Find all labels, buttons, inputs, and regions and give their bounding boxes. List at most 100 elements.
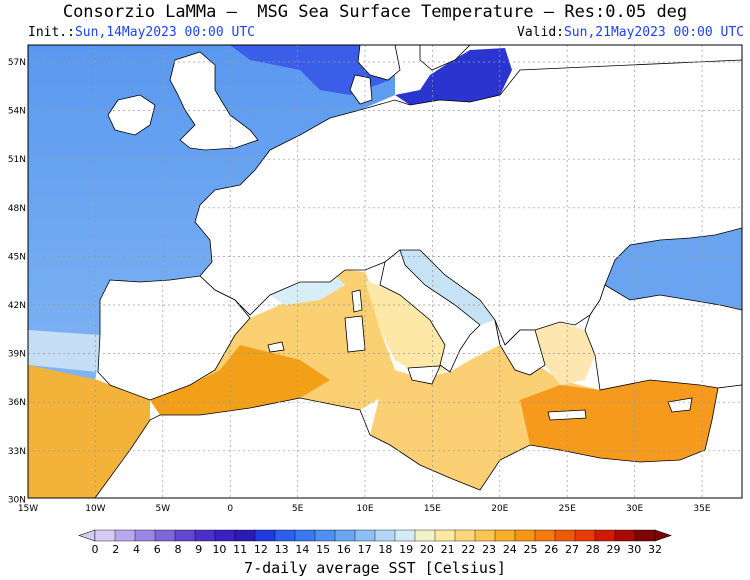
colorbar-tick-label: 11 — [233, 543, 247, 556]
denmark — [349, 74, 373, 105]
init-time: Init.:Sun,14May2023 00:00 UTC — [28, 25, 255, 40]
colorbar-swatch — [454, 529, 476, 542]
colorbar-tick-label: 22 — [461, 543, 475, 556]
lon-tick-label: 5W — [155, 504, 170, 514]
ligurian-sea — [270, 275, 345, 305]
colorbar-tick-label: 14 — [295, 543, 309, 556]
colorbar-min-arrow — [78, 529, 96, 542]
colorbar-swatch — [474, 529, 496, 542]
colorbar-tick-label: 27 — [565, 543, 579, 556]
colorbar — [78, 529, 672, 542]
init-value: Sun,14May2023 00:00 UTC — [74, 25, 255, 40]
lon-tick-label: 15W — [18, 504, 38, 514]
colorbar-tick-label: 19 — [399, 543, 413, 556]
adriatic-sea — [400, 250, 495, 325]
lon-tick-label: 10W — [85, 504, 105, 514]
sardinia — [344, 315, 366, 353]
colorbar-tick-label: 32 — [648, 543, 662, 556]
colorbar-swatch — [514, 529, 536, 542]
latitude-labels: 57N 54N 51N 48N 45N 42N 39N 36N 33N 30N — [8, 58, 26, 505]
lat-tick-label: 57N — [8, 58, 26, 68]
cyprus — [667, 397, 693, 413]
colorbar-swatch — [494, 529, 516, 542]
colorbar-swatch — [294, 529, 316, 542]
colorbar-swatch — [554, 529, 576, 542]
valid-value: Sun,21May2023 00:00 UTC — [563, 25, 744, 40]
lat-tick-label: 30N — [8, 495, 26, 505]
lon-tick-label: 20E — [491, 504, 508, 514]
atlantic-mid — [28, 330, 100, 372]
colorbar-tick-label: 20 — [420, 543, 434, 556]
lon-tick-label: 25E — [559, 504, 576, 514]
colorbar-tick-label: 2 — [112, 543, 119, 556]
colorbar-tick-label: 16 — [337, 543, 351, 556]
colorbar-labels: 0 2 4 6 8 9 10 11 12 13 14 15 16 17 18 19 20 21 22 23 24 25 26… — [92, 543, 663, 556]
colorbar-tick-label: 15 — [316, 543, 330, 556]
lat-tick-label: 33N — [8, 447, 26, 457]
colorbar-title: 7-daily average SST [Celsius] — [244, 559, 506, 577]
colorbar-tick-label: 23 — [482, 543, 496, 556]
map-area — [28, 45, 742, 498]
colorbar-swatch — [634, 529, 656, 542]
colorbar-tick-label: 13 — [275, 543, 289, 556]
balearic-islands — [267, 341, 285, 353]
colorbar-tick-label: 9 — [195, 543, 202, 556]
lat-tick-label: 54N — [8, 107, 26, 117]
map-title: Consorzio LaMMa – MSG Sea Surface Temper… — [62, 2, 688, 22]
colorbar-tick-label: 29 — [607, 543, 621, 556]
lon-tick-label: 35E — [693, 504, 710, 514]
colorbar-swatch — [194, 529, 216, 542]
black-sea — [605, 228, 742, 310]
init-label: Init.: — [28, 25, 75, 40]
colorbar-swatch — [254, 529, 276, 542]
lat-tick-label: 45N — [8, 252, 26, 262]
east-med — [520, 380, 718, 462]
colorbar-tick-label: 17 — [358, 543, 372, 556]
colorbar-swatch — [354, 529, 376, 542]
iberia — [97, 275, 251, 401]
colorbar-swatch — [534, 529, 556, 542]
colorbar-tick-label: 26 — [544, 543, 558, 556]
colorbar-swatch — [154, 529, 176, 542]
colorbar-swatch — [274, 529, 296, 542]
colorbar-swatch — [414, 529, 436, 542]
north-africa — [94, 384, 742, 498]
atlantic-south — [28, 365, 150, 498]
colorbar-tick-label: 21 — [441, 543, 455, 556]
alboran-orange — [150, 345, 330, 415]
colorbar-swatch — [174, 529, 196, 542]
sicily — [407, 365, 441, 385]
colorbar-swatch — [114, 529, 136, 542]
lat-tick-label: 39N — [8, 350, 26, 360]
italy — [379, 249, 481, 373]
lat-tick-label: 48N — [8, 204, 26, 214]
colorbar-tick-label: 8 — [174, 543, 181, 556]
colorbar-tick-label: 25 — [524, 543, 538, 556]
colorbar-tick-label: 12 — [254, 543, 268, 556]
valid-label: Valid: — [517, 25, 564, 40]
colorbar-tick-label: 28 — [586, 543, 600, 556]
colorbar-swatch — [394, 529, 416, 542]
lon-tick-label: 10E — [356, 504, 373, 514]
colorbar-swatch — [234, 529, 256, 542]
colorbar-swatch — [614, 529, 636, 542]
anatolia — [584, 284, 742, 391]
valid-time: Valid:Sun,21May2023 00:00 UTC — [517, 25, 744, 40]
colorbar-swatch — [334, 529, 356, 542]
colorbar-swatch — [594, 529, 616, 542]
colorbar-max-arrow — [654, 529, 672, 542]
lon-tick-label: 5E — [292, 504, 304, 514]
colorbar-swatch — [574, 529, 596, 542]
map-frame — [27, 44, 743, 499]
lat-tick-label: 36N — [8, 398, 26, 408]
colorbar-tick-label: 30 — [627, 543, 641, 556]
colorbar-tick-label: 10 — [212, 543, 226, 556]
colorbar-swatch — [214, 529, 236, 542]
colorbar-swatch — [94, 529, 116, 542]
colorbar-tick-label: 6 — [154, 543, 161, 556]
colorbar-tick-label: 0 — [92, 543, 99, 556]
colorbar-swatch — [374, 529, 396, 542]
lat-tick-label: 42N — [8, 301, 26, 311]
colorbar-tick-label: 4 — [133, 543, 140, 556]
